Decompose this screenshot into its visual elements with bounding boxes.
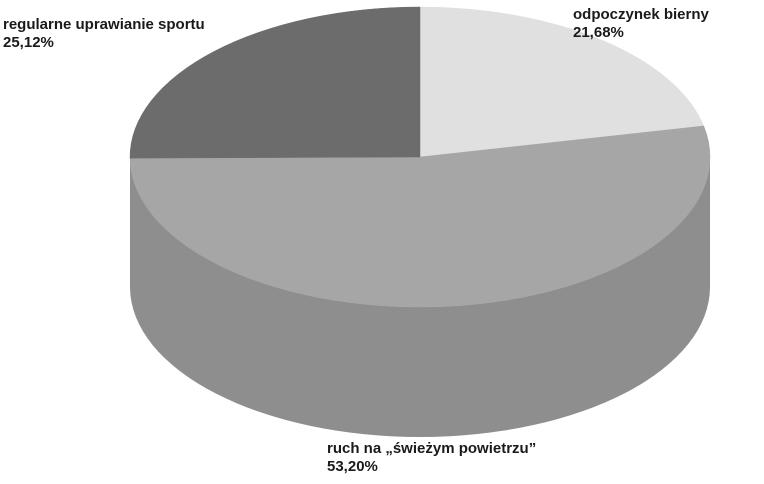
- slice-label-ruch-value: 53,20%: [327, 458, 378, 475]
- slice-label-odpoczynek: odpoczynek bierny 21,68%: [573, 6, 709, 42]
- slice-label-odpoczynek-name: odpoczynek bierny: [573, 6, 709, 23]
- pie-tops: [129, 6, 711, 308]
- pie-side-ruch-na-swiezym-powietrzu: [130, 157, 710, 437]
- pie-sides: [130, 157, 710, 437]
- slice-label-sport: regularne uprawianie sportu 25,12%: [3, 16, 205, 52]
- pie-slice-odpoczynek-bierny: [419, 6, 705, 158]
- slice-label-ruch-name: ruch na „świeżym powietrzu”: [327, 440, 537, 457]
- slice-label-sport-name: regularne uprawianie sportu: [3, 16, 205, 33]
- slice-label-sport-value: 25,12%: [3, 34, 54, 51]
- pie-slice-ruch-na-swiezym-powietrzu: [129, 125, 711, 308]
- slice-label-ruch: ruch na „świeżym powietrzu” 53,20%: [327, 440, 536, 476]
- pie-slice-regularne-uprawianie-sportu: [129, 6, 421, 159]
- slice-label-odpoczynek-value: 21,68%: [573, 24, 624, 41]
